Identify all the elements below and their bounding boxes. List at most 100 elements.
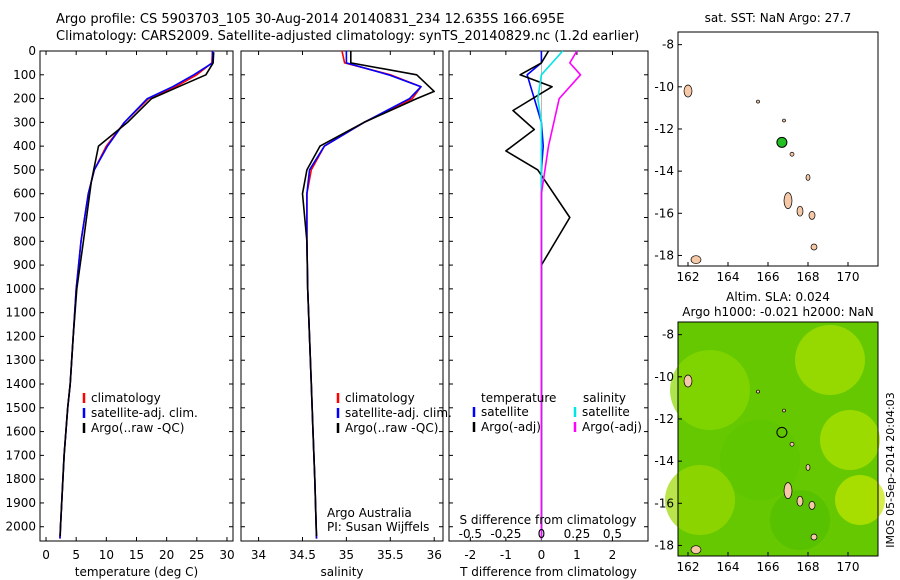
depth-tick-label: 1800 <box>5 472 36 486</box>
depth-tick-label: 100 <box>13 68 36 82</box>
salinity-xtick-label: 35 <box>339 548 354 562</box>
sla-map-ytick-label: -16 <box>654 496 674 510</box>
sst-map-ytick-label: -8 <box>662 38 674 52</box>
sst-map-xtick-label: 164 <box>717 270 740 284</box>
sla-map-ytick-label: -18 <box>654 538 674 552</box>
difference-series-temperature-argo-adj- <box>505 50 571 539</box>
sla-map-subtitle: Argo h1000: -0.021 h2000: NaN <box>682 305 874 319</box>
sla-map-island <box>683 374 693 388</box>
salinity-diff-tick-label: -0.5 <box>459 527 482 541</box>
temperature-xtick-label: 0 <box>42 548 50 562</box>
sla-map-ytick-label: -8 <box>662 328 674 342</box>
salinity-xlabel: salinity <box>320 565 363 579</box>
sla-map-ytick-label: -14 <box>654 454 674 468</box>
sst-map-ytick-label: -14 <box>654 164 674 178</box>
sst-map-xtick-label: 168 <box>797 270 820 284</box>
temperature-xlabel: temperature (deg C) <box>75 565 198 579</box>
salinity-series-satellite-adj-clim- <box>306 51 422 539</box>
depth-tick-label: 1400 <box>5 377 36 391</box>
sla-map-xtick-label: 164 <box>717 560 740 574</box>
temperature-diff-legend-label: satellite <box>481 405 529 419</box>
sla-map-sla-blob <box>665 465 735 535</box>
temperature-xtick-label: 10 <box>99 548 114 562</box>
pi-label: PI: Susan Wijffels <box>327 520 429 534</box>
depth-tick-label: 1600 <box>5 425 36 439</box>
depth-tick-label: 600 <box>13 187 36 201</box>
depth-tick-label: 300 <box>13 115 36 129</box>
sla-map-sla-blob <box>795 325 865 395</box>
sla-map-island <box>796 495 804 507</box>
temperature-series-argo-raw-qc- <box>59 52 215 537</box>
difference-xtick-label: 2 <box>609 548 617 562</box>
temperature-series-climatology <box>59 50 214 539</box>
climatology-title: Climatology: CARS2009. Satellite-adjuste… <box>56 29 640 44</box>
sla-map-frame <box>677 321 879 557</box>
depth-tick-label: 1700 <box>5 448 36 462</box>
sla-map-sla-blob <box>720 420 800 500</box>
sst-map-xtick-label: 166 <box>757 270 780 284</box>
depth-tick-label: 700 <box>13 211 36 225</box>
sla-map-float-marker <box>776 426 788 438</box>
sst-map-island <box>683 84 693 98</box>
difference-frame <box>448 50 649 542</box>
temperature-xtick-label: 25 <box>189 548 204 562</box>
sla-map-xtick-label: 166 <box>757 560 780 574</box>
sla-map-title: Altim. SLA: 0.024 <box>726 290 830 304</box>
depth-tick-label: 1100 <box>5 306 36 320</box>
sla-map-sla-blob <box>670 350 750 430</box>
depth-tick-label: 1000 <box>5 282 36 296</box>
sla-map-island <box>789 441 795 447</box>
difference-xtick-label: 0 <box>538 548 546 562</box>
difference-xtick-label: 1 <box>573 548 581 562</box>
depth-tick-label: 1500 <box>5 401 36 415</box>
sst-map-xtick-label: 162 <box>677 270 700 284</box>
sst-map-island <box>789 151 795 157</box>
difference-series-salinity-argo-adj- <box>540 50 582 539</box>
sst-map-title: sat. SST: NaN Argo: 27.7 <box>705 11 852 25</box>
sla-map-sla-blob <box>835 475 885 525</box>
salinity-xtick-label: 34.5 <box>289 548 316 562</box>
depth-tick-label: 800 <box>13 234 36 248</box>
depth-tick-label: 1200 <box>5 329 36 343</box>
salinity-diff-tick-label: 0 <box>538 527 546 541</box>
profile-title: Argo profile: CS 5903703_105 30-Aug-2014… <box>56 12 565 27</box>
sst-map-island <box>810 243 818 251</box>
sla-map-island <box>690 545 702 555</box>
salinity-xtick-label: 36 <box>427 548 442 562</box>
sla-map-island <box>810 533 818 541</box>
sst-map-xtick-label: 170 <box>837 270 860 284</box>
sla-map-island <box>756 389 760 394</box>
temperature-legend-label: Argo(..raw -QC) <box>91 421 184 435</box>
sst-map-island <box>782 118 786 123</box>
sla-map-island <box>805 464 811 471</box>
sla-map-xtick-label: 168 <box>797 560 820 574</box>
temperature-xtick-label: 30 <box>219 548 234 562</box>
salinity-xtick-label: 35.5 <box>377 548 404 562</box>
difference-xtick-label: -1 <box>500 548 512 562</box>
sst-map-float-marker <box>776 136 788 148</box>
salinity-legend-label: Argo(..raw -QC) <box>345 421 438 435</box>
salinity-frame <box>240 50 444 542</box>
temperature-legend-label: climatology <box>91 391 161 405</box>
temperature-diff-legend-label: Argo(-adj) <box>481 420 541 434</box>
depth-tick-label: 400 <box>13 139 36 153</box>
sst-map-island <box>756 99 760 104</box>
temperature-xtick-label: 20 <box>159 548 174 562</box>
sst-map-island <box>808 211 816 220</box>
sla-map-island <box>783 482 793 499</box>
depth-tick-label: 500 <box>13 163 36 177</box>
salinity-legend-label: climatology <box>345 391 415 405</box>
salinity-diff-legend-label: satellite <box>582 405 630 419</box>
temperature-xtick-label: 15 <box>129 548 144 562</box>
salinity-series-climatology <box>306 50 422 539</box>
difference-xlabel: T difference from climatology <box>459 565 637 579</box>
institution-label: Argo Australia <box>327 506 412 520</box>
salinity-xtick-label: 34 <box>251 548 266 562</box>
sla-map-ytick-label: -10 <box>654 370 674 384</box>
timestamp-label: IMOS 05-Sep-2014 20:04:03 <box>884 392 897 547</box>
sst-map-island <box>690 255 702 265</box>
salinity-legend-label: satellite-adj. clim. <box>345 406 452 420</box>
sst-map-island <box>805 174 811 181</box>
depth-tick-label: 200 <box>13 92 36 106</box>
